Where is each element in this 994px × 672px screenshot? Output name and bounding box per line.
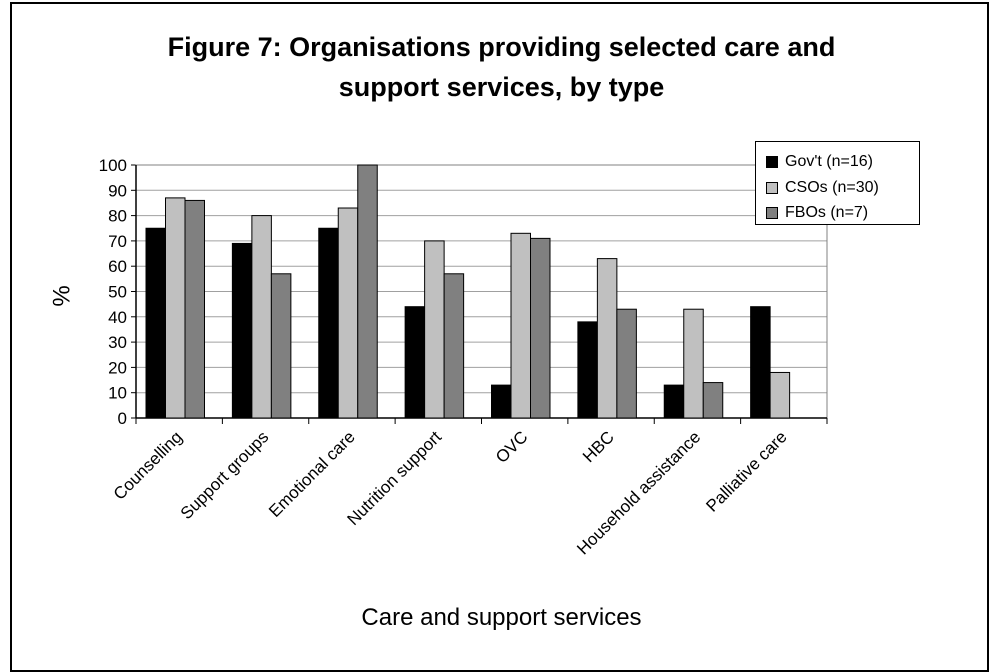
bar-govt xyxy=(231,242,253,419)
legend-swatch-fbos xyxy=(766,207,778,219)
bar-csos xyxy=(165,197,186,419)
bar-govt xyxy=(663,384,685,419)
y-tick-label: 0 xyxy=(118,409,127,428)
legend-item-csos: CSOs (n=30) xyxy=(766,178,879,198)
x-tick-label: Support groups xyxy=(177,427,273,523)
bar-csos xyxy=(337,207,359,419)
x-tick-label: HBC xyxy=(579,427,618,466)
x-tick-label: Counselling xyxy=(110,427,186,503)
legend-label-fbos: FBOs (n=7) xyxy=(785,204,869,221)
y-tick-label: 100 xyxy=(99,156,127,175)
bar-csos xyxy=(596,258,618,419)
bar-csos xyxy=(424,240,445,419)
bar-fbos xyxy=(270,273,292,419)
legend-label-govt: Gov't (n=16) xyxy=(785,153,873,170)
y-tick-label: 10 xyxy=(108,384,127,403)
chart-title-line-2: support services, by type xyxy=(338,72,665,102)
y-tick-label: 20 xyxy=(108,358,127,377)
legend-swatch-govt xyxy=(766,156,778,168)
bar-fbos xyxy=(702,382,724,419)
bar-govt xyxy=(404,306,426,419)
bar-fbos xyxy=(184,199,205,419)
bar-chart: 0 10 20 30 40 50 60 70 80 90 100 CounsellingSupport… xyxy=(99,156,828,558)
y-tick-label: 80 xyxy=(108,207,127,226)
bar-govt xyxy=(750,306,771,419)
bar-fbos xyxy=(357,164,378,419)
y-tick-label: 90 xyxy=(108,181,127,200)
bar-govt xyxy=(145,227,166,419)
chart-title-line-1: Figure 7: Organisations providing select… xyxy=(167,32,836,62)
bar-govt xyxy=(318,227,339,419)
chart-frame: Figure 7: Organisations providing select… xyxy=(10,2,989,672)
x-tick-label: Palliative care xyxy=(702,427,790,515)
bar-fbos xyxy=(530,237,551,419)
x-tick-label: OVC xyxy=(492,427,531,466)
legend-label-csos: CSOs (n=30) xyxy=(785,179,879,196)
legend-swatch-csos xyxy=(766,182,778,194)
bar-fbos xyxy=(616,308,637,419)
y-tick-label: 50 xyxy=(108,283,127,302)
bar-csos xyxy=(683,308,704,419)
y-tick-label: 40 xyxy=(108,308,127,327)
legend-item-fbos: FBOs (n=7) xyxy=(766,203,868,223)
y-tick-label: 70 xyxy=(108,232,127,251)
y-tick-label: 60 xyxy=(108,257,127,276)
bar-csos xyxy=(251,215,272,419)
y-tick-label: 30 xyxy=(108,333,127,352)
y-axis-label: % xyxy=(48,285,76,307)
bar-govt xyxy=(491,384,512,419)
bar-csos xyxy=(769,371,791,419)
x-axis-label: Care and support services xyxy=(361,604,642,631)
legend-item-govt: Gov't (n=16) xyxy=(766,152,873,172)
x-tick-label: Nutrition support xyxy=(344,427,446,529)
bar-govt xyxy=(577,321,598,419)
bar-fbos xyxy=(443,273,465,419)
x-tick-label: Emotional care xyxy=(265,427,359,521)
bar-csos xyxy=(510,232,531,419)
legend: Gov't (n=16) CSOs (n=30) FBOs (n=7) xyxy=(755,141,920,225)
